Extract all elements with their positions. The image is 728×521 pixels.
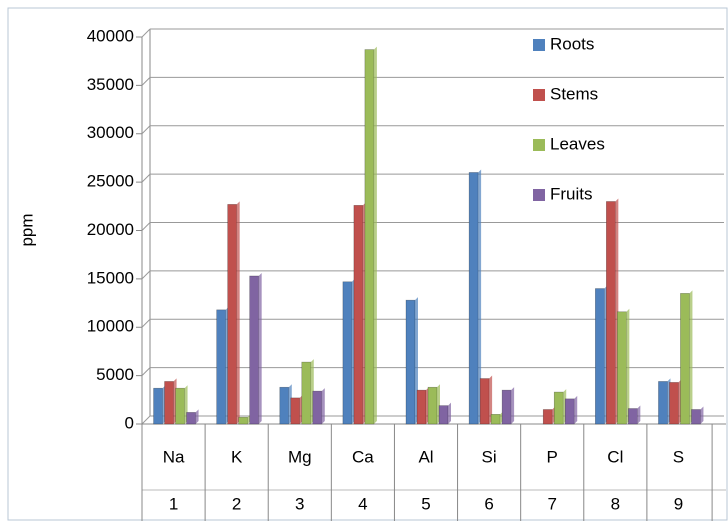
y-tick-label: 5000 (96, 365, 134, 384)
bar (238, 416, 248, 425)
bar-side (478, 169, 482, 424)
bar-side (321, 388, 325, 424)
bar-side (637, 405, 641, 424)
bar (416, 389, 427, 425)
legend-label: Roots (550, 34, 594, 53)
bar-side (448, 402, 451, 424)
y-tick-label: 0 (125, 413, 134, 432)
grid-line (141, 125, 151, 135)
bar-side (258, 272, 262, 424)
bar (353, 205, 364, 425)
bar (312, 390, 323, 425)
bar (301, 361, 312, 425)
x-tick-label: Si (482, 447, 497, 466)
legend-swatch (533, 89, 545, 101)
grid-line (141, 173, 151, 183)
grid-line (141, 367, 151, 376)
x-tick-number: 6 (484, 494, 493, 513)
x-tick-label: K (231, 447, 243, 466)
grid-line (141, 222, 151, 231)
x-tick-number: 7 (547, 494, 556, 513)
bar (153, 387, 163, 425)
bar-side (626, 308, 630, 424)
grid-line (141, 28, 151, 38)
bar (216, 309, 226, 425)
bar (501, 389, 512, 425)
y-tick-label: 35000 (87, 75, 134, 94)
y-tick-label: 25000 (87, 172, 134, 191)
bar (658, 381, 668, 425)
x-tick-label: S (673, 447, 684, 466)
grid-line (141, 77, 151, 86)
bar (186, 412, 196, 425)
bar (468, 172, 479, 425)
bar (342, 281, 353, 425)
grid-line (141, 415, 151, 425)
bar (553, 391, 564, 425)
y-tick-label: 20000 (87, 220, 134, 239)
legend-label: Leaves (550, 134, 605, 153)
grid-line (141, 270, 151, 280)
bar (669, 382, 679, 425)
bar (164, 381, 174, 425)
bar (227, 204, 237, 425)
x-tick-number: 3 (295, 494, 304, 513)
bar-side (574, 395, 578, 424)
y-axis-label: ppm (17, 213, 36, 246)
x-tick-number: 5 (421, 494, 430, 513)
legend-swatch (533, 189, 545, 201)
bar (175, 387, 185, 425)
legend-swatch (533, 139, 545, 151)
bar (606, 201, 616, 425)
x-tick-label: P (547, 447, 558, 466)
bar-side (689, 290, 693, 424)
bar-side (373, 46, 377, 424)
x-tick-number: 4 (358, 494, 367, 513)
legend-label: Stems (550, 84, 598, 103)
bar (628, 408, 638, 425)
y-tick-label: 15000 (87, 268, 134, 287)
bar (405, 299, 416, 425)
bar (290, 397, 301, 425)
bar (249, 275, 259, 425)
bar-side (195, 409, 199, 424)
bar-side (489, 375, 493, 424)
y-tick-label: 40000 (87, 26, 134, 45)
bar (542, 409, 553, 425)
bar (595, 288, 605, 425)
x-tick-label: Na (163, 447, 185, 466)
bar (617, 311, 627, 425)
grid-line (141, 318, 151, 328)
bar (490, 414, 501, 425)
x-tick-label: Ca (352, 447, 374, 466)
x-tick-number: 2 (232, 494, 241, 513)
bar (564, 398, 575, 425)
x-tick-number: 1 (169, 494, 178, 513)
bar (427, 386, 438, 425)
bar (364, 49, 375, 425)
x-tick-label: Mg (288, 447, 312, 466)
bar-side (700, 406, 704, 424)
bar (479, 378, 490, 425)
bar (691, 409, 701, 425)
x-tick-number: 9 (674, 494, 683, 513)
bar (438, 405, 449, 425)
bar (680, 293, 690, 425)
bar-side (511, 387, 515, 424)
legend-label: Fruits (550, 184, 593, 203)
x-tick-number: 8 (611, 494, 620, 513)
x-tick-label: Cl (607, 447, 623, 466)
bar-side (236, 201, 240, 424)
y-tick-label: 30000 (87, 123, 134, 142)
legend-swatch (533, 39, 545, 51)
bar (279, 386, 290, 425)
x-tick-label: Al (418, 447, 433, 466)
y-tick-label: 10000 (87, 317, 134, 336)
